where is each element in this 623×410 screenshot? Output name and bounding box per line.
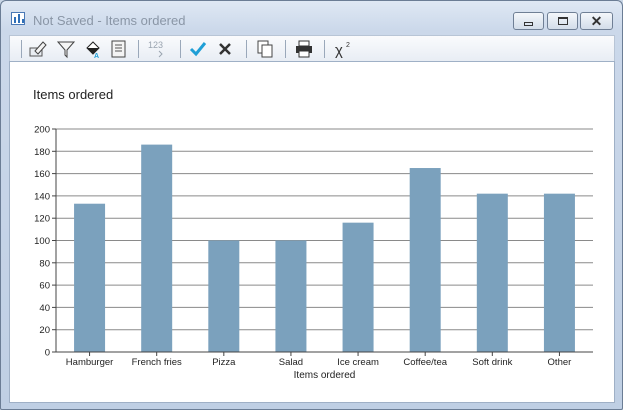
x-tick-label: Ice cream [337, 357, 379, 368]
x-tick-label: French fries [132, 357, 182, 368]
cancel-x-icon [219, 43, 231, 55]
properties-button[interactable] [109, 39, 129, 59]
x-tick-label: Hamburger [66, 357, 114, 368]
filter-icon [56, 41, 76, 59]
properties-icon [111, 40, 126, 58]
x-axis-label: Items ordered [294, 370, 356, 381]
x-tick-label: Salad [279, 357, 303, 368]
edit-icon [29, 41, 47, 57]
y-tick-label: 180 [34, 147, 50, 158]
bar[interactable] [208, 240, 240, 353]
number-format-button[interactable]: 123 [147, 39, 167, 59]
fill-color-button[interactable]: A [83, 39, 103, 60]
y-tick-label: 20 [39, 325, 50, 336]
y-tick-label: 120 [34, 214, 50, 225]
bar[interactable] [141, 144, 173, 352]
fill-color-icon: A [86, 41, 100, 60]
toolbar: A 123 [9, 35, 615, 61]
toolbar-separator [180, 40, 181, 58]
x-tick-label: Other [548, 357, 572, 368]
cancel-button[interactable] [215, 39, 235, 59]
y-tick-label: 40 [39, 303, 50, 314]
edit-button[interactable] [28, 39, 48, 59]
bar-chart[interactable]: 0 20 40 60 80 100 120 140 160 180 200 Hamburger Fre… [10, 62, 614, 402]
print-button[interactable] [294, 39, 314, 59]
copy-icon [257, 40, 273, 58]
number-format-icon: 123 [148, 40, 163, 58]
y-tick-label: 80 [39, 258, 50, 269]
x-tick-label: Pizza [212, 357, 236, 368]
maximize-button[interactable] [547, 12, 578, 30]
apply-button[interactable] [188, 39, 208, 59]
x-tick-label: Coffee/tea [403, 357, 447, 368]
toolbar-separator [138, 40, 139, 58]
maximize-icon [557, 17, 568, 25]
x-tick-label: Soft drink [472, 357, 512, 368]
y-tick-label: 100 [34, 236, 50, 247]
bar[interactable] [476, 193, 508, 352]
bar[interactable] [543, 193, 575, 352]
svg-text:χ: χ [335, 42, 343, 59]
bar[interactable] [342, 222, 374, 352]
minimize-button[interactable] [513, 12, 544, 30]
close-button[interactable]: ✕ [580, 12, 613, 30]
y-tick-label: 140 [34, 191, 50, 202]
chi-square-icon: χ 2 [335, 42, 350, 59]
bar[interactable] [275, 240, 307, 353]
filter-button[interactable] [56, 39, 76, 59]
print-icon [296, 40, 312, 58]
copy-button[interactable] [255, 39, 275, 59]
toolbar-separator [21, 40, 22, 58]
title-bar[interactable]: Not Saved - Items ordered ✕ [1, 1, 622, 35]
chart-panel: Items ordered 0 20 40 60 80 100 120 140 160 180 20… [9, 61, 615, 403]
minimize-icon [524, 21, 533, 26]
y-tick-label: 160 [34, 169, 50, 180]
svg-text:2: 2 [346, 42, 350, 49]
chart-title: Items ordered [33, 87, 114, 102]
svg-text:123: 123 [148, 40, 163, 50]
chi-square-button[interactable]: χ 2 [333, 39, 357, 59]
close-icon: ✕ [590, 13, 603, 29]
bar[interactable] [74, 203, 106, 352]
toolbar-separator [285, 40, 286, 58]
y-tick-label: 200 [34, 125, 50, 136]
toolbar-separator [246, 40, 247, 58]
y-tick-label: 0 [45, 348, 50, 359]
toolbar-separator [324, 40, 325, 58]
bar[interactable] [409, 168, 441, 352]
y-tick-label: 60 [39, 281, 50, 292]
window-title: Not Saved - Items ordered [33, 13, 186, 28]
svg-text:A: A [94, 53, 99, 59]
checkmark-icon [189, 42, 207, 57]
bar-chart-app-icon [11, 12, 25, 25]
